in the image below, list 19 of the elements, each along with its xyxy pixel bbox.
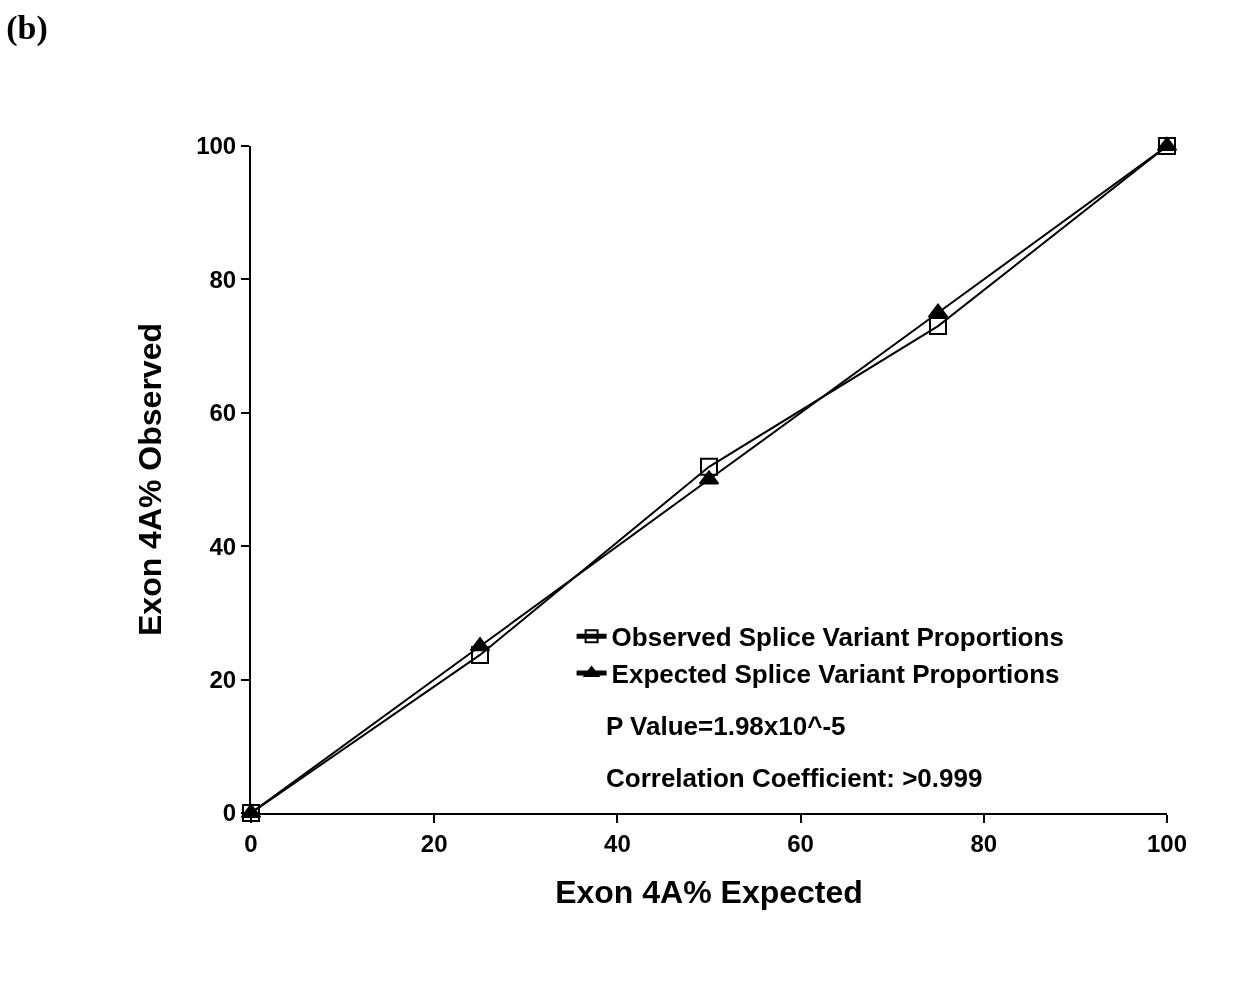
y-tick-label: 60 <box>209 399 237 427</box>
y-tick-label: 0 <box>222 799 237 827</box>
x-tick-label: 0 <box>244 829 258 857</box>
chart-title: (b) <box>6 8 48 47</box>
x-tick-label: 80 <box>970 829 998 857</box>
x-axis-title: Exon 4A% Expected <box>555 874 863 911</box>
annotation: P Value=1.98x10^-5 <box>606 711 846 741</box>
y-tick-label: 100 <box>196 132 237 160</box>
legend-label: Expected Splice Variant Proportions <box>611 659 1060 690</box>
x-tick-label: 100 <box>1146 829 1188 857</box>
x-tick-label: 60 <box>787 829 814 857</box>
y-tick-label: 80 <box>209 265 237 293</box>
y-axis-title: Exon 4A% Observed <box>131 323 168 636</box>
legend-label: Observed Splice Variant Proportions <box>611 622 1064 653</box>
annotation: Correlation Coefficient: >0.999 <box>606 763 983 793</box>
x-tick-label: 40 <box>604 829 631 857</box>
y-tick-label: 40 <box>209 532 237 560</box>
x-tick-label: 20 <box>420 829 448 857</box>
y-tick-label: 20 <box>209 666 237 693</box>
